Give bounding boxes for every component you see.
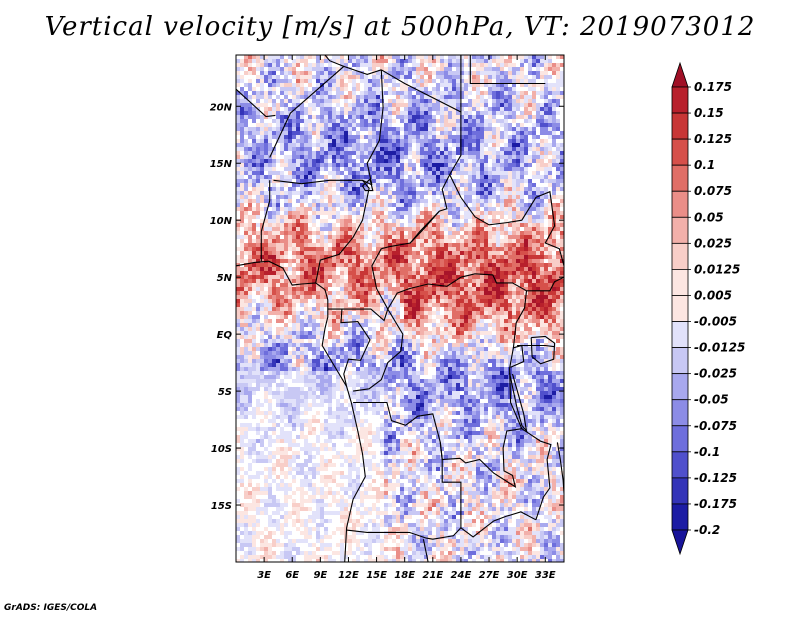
colorbar-box xyxy=(671,164,689,192)
lon-tick-label: 3E xyxy=(257,570,271,581)
border-line xyxy=(315,179,370,284)
colorbar-label: -0.025 xyxy=(694,367,737,381)
border-line xyxy=(353,308,404,392)
border-line xyxy=(273,179,373,186)
lon-tick-label: 21E xyxy=(422,570,443,581)
colorbar-label: 0.175 xyxy=(694,80,732,94)
lat-tick-label: 5S xyxy=(218,387,232,398)
colorbar-label: 0.125 xyxy=(694,132,732,146)
lat-tick-label: 15S xyxy=(211,501,232,512)
colorbar-box xyxy=(671,242,689,270)
border-line xyxy=(366,69,384,186)
colorbar-top-triangle xyxy=(671,61,689,88)
border-line xyxy=(449,174,564,266)
colorbar-box xyxy=(671,425,689,453)
border-line xyxy=(517,344,555,348)
colorbar-label: -0.125 xyxy=(694,471,737,485)
colorbar-box xyxy=(671,216,689,244)
colorbar-label: 0.075 xyxy=(694,184,732,198)
border-line xyxy=(509,372,528,433)
colorbar-label: -0.0125 xyxy=(694,341,745,355)
colorbar-label: -0.1 xyxy=(694,445,720,459)
border-line xyxy=(362,178,374,192)
border-line xyxy=(236,260,366,562)
colorbar-label: -0.075 xyxy=(694,419,737,433)
lat-tick-label: 5N xyxy=(217,273,233,284)
colorbar-label: 0.005 xyxy=(694,288,732,302)
colorbar-box xyxy=(671,399,689,427)
colorbar-box xyxy=(671,373,689,401)
colorbar-box xyxy=(671,451,689,479)
colorbar-box xyxy=(671,477,689,505)
colorbar-box xyxy=(671,269,689,296)
border-line xyxy=(381,210,440,250)
lat-tick-label: 20N xyxy=(210,102,233,113)
colorbar-label: 0.025 xyxy=(694,236,732,250)
lon-tick-label: 15E xyxy=(366,570,387,581)
colorbar-box xyxy=(671,190,689,218)
colorbar-label: -0.005 xyxy=(694,315,737,329)
colorbar-box xyxy=(671,503,689,531)
border-line xyxy=(422,539,429,562)
grads-footer: GrADS: IGES/COLA xyxy=(4,603,98,613)
map-frame xyxy=(235,54,565,563)
colorbar-box xyxy=(671,86,689,114)
colorbar-label: 0.1 xyxy=(694,158,715,172)
lon-tick-label: 27E xyxy=(479,570,500,581)
border-line xyxy=(327,248,389,322)
lat-tick-label: EQ xyxy=(217,330,233,341)
border-line xyxy=(521,428,552,520)
colorbar-label: -0.175 xyxy=(694,497,737,511)
colorbar-box xyxy=(671,321,689,348)
border-line xyxy=(530,335,556,365)
border-line xyxy=(469,55,546,85)
colorbar-box xyxy=(671,347,689,375)
border-line xyxy=(346,442,462,540)
lon-tick-label: 6E xyxy=(285,570,299,581)
lon-tick-label: 12E xyxy=(338,570,359,581)
border-line xyxy=(324,55,345,67)
lat-tick-label: 15N xyxy=(210,159,233,170)
colorbar-bottom-triangle xyxy=(671,529,689,556)
border-line xyxy=(340,309,371,387)
colorbar-label: 0.05 xyxy=(694,210,724,224)
colorbar-box xyxy=(671,295,689,322)
colorbar: 0.175 0.15 0.125 0.1 0.075 0.05 0.025 0.0125 0.0… xyxy=(671,61,745,556)
colorbar-label: -0.2 xyxy=(694,523,720,537)
colorbar-label: 0.15 xyxy=(694,106,724,120)
border-line xyxy=(460,511,537,538)
chart-title: Vertical velocity [m/s] at 500hPa, VT: 2… xyxy=(44,12,756,42)
border-line xyxy=(526,276,564,292)
colorbar-box xyxy=(671,138,689,166)
border-line xyxy=(260,180,271,262)
colorbar-box xyxy=(671,112,689,140)
colorbar-label: -0.05 xyxy=(694,393,729,407)
lon-tick-label: 9E xyxy=(313,570,327,581)
lon-tick-label: 24E xyxy=(451,570,472,581)
border-line xyxy=(353,290,528,488)
map-axes: 20N 15N 10N 5N EQ 5S 10S 15S 3E 6E 9E 12E 15E 18E 21E 2… xyxy=(210,55,564,581)
lat-tick-label: 10S xyxy=(211,444,232,455)
country-borders xyxy=(236,55,564,562)
colorbar-label: 0.0125 xyxy=(694,262,740,276)
border-line xyxy=(510,344,525,368)
lon-tick-label: 18E xyxy=(394,570,415,581)
border-line xyxy=(387,273,527,310)
lon-tick-label: 33E xyxy=(535,570,556,581)
border-line xyxy=(236,88,276,118)
lat-tick-label: 10N xyxy=(210,216,233,227)
lon-tick-label: 30E xyxy=(507,570,528,581)
